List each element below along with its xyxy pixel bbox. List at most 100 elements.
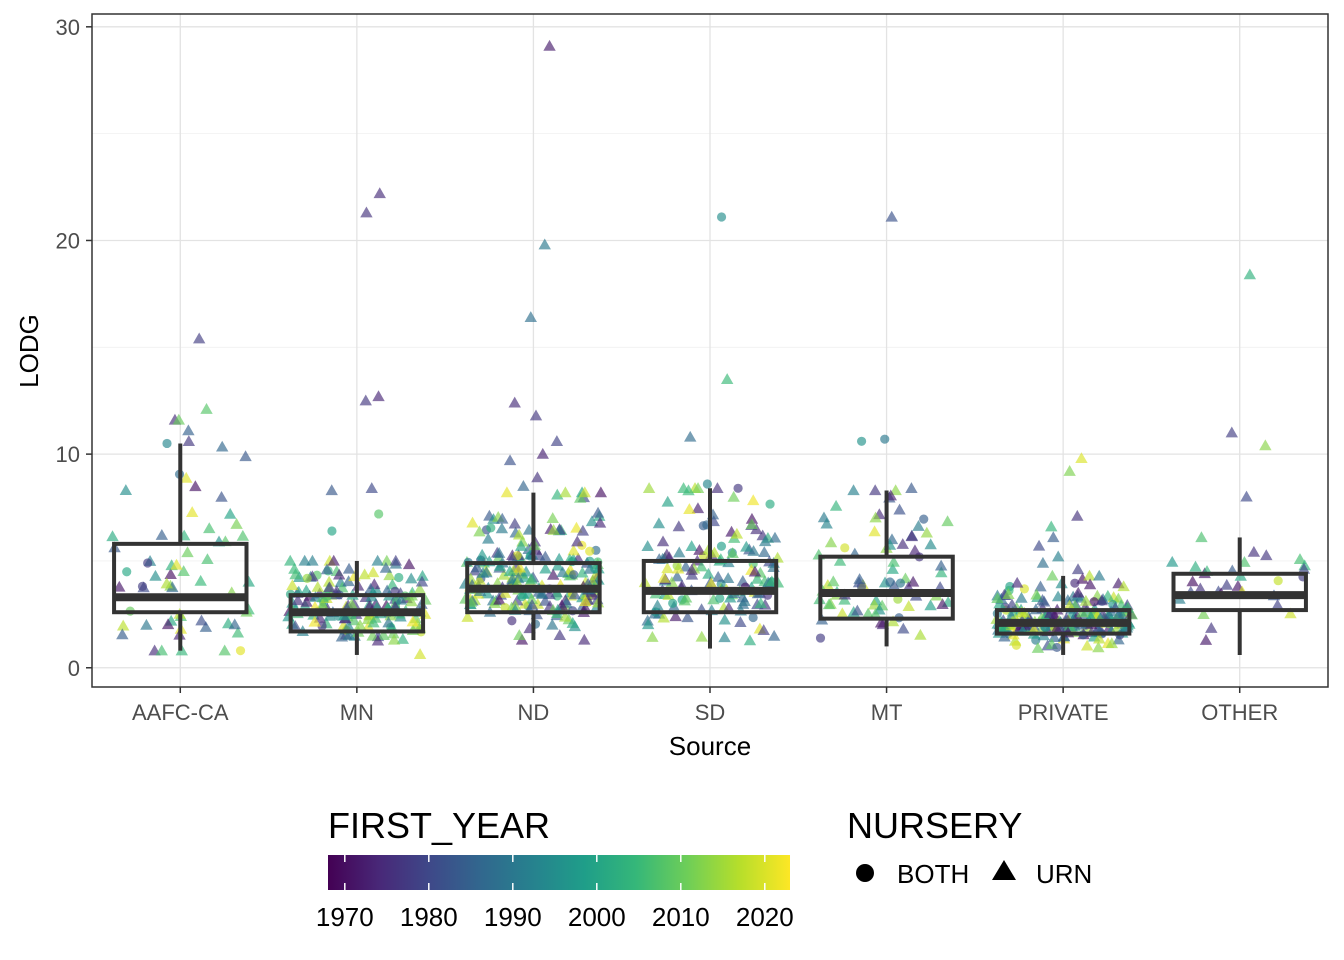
data-point — [189, 480, 202, 492]
data-point — [1220, 578, 1233, 590]
data-point — [677, 482, 690, 493]
outlier-point — [529, 409, 543, 421]
data-point — [705, 577, 718, 589]
data-point — [539, 562, 552, 574]
data-point — [466, 516, 479, 528]
data-point — [517, 591, 527, 602]
data-point — [672, 520, 685, 532]
outlier-point — [524, 311, 537, 323]
data-point — [525, 572, 538, 584]
data-point — [718, 613, 731, 625]
data-point — [757, 624, 770, 636]
data-point — [416, 569, 429, 581]
data-point — [702, 567, 715, 579]
legend-label-both: BOTH — [897, 859, 969, 889]
x-tick-label: OTHER — [1201, 700, 1278, 725]
shape-legend: NURSERY BOTH URN — [847, 805, 1092, 889]
data-point — [851, 604, 864, 616]
box-sd — [641, 558, 779, 615]
data-point — [585, 515, 599, 527]
data-point — [887, 555, 900, 567]
color-tick-label: 2010 — [652, 902, 710, 932]
data-point — [199, 621, 213, 632]
data-point — [1260, 549, 1273, 561]
data-point — [1030, 588, 1043, 600]
data-point — [508, 517, 522, 529]
data-point — [668, 598, 678, 608]
data-point — [691, 502, 705, 514]
data-point — [342, 562, 356, 574]
outlier-point — [1063, 465, 1076, 476]
data-point — [722, 601, 735, 613]
data-point — [506, 552, 519, 564]
data-point — [1271, 598, 1284, 610]
color-tick-label: 1990 — [484, 902, 542, 932]
data-point — [1083, 569, 1096, 581]
y-axis-title: LODG — [14, 314, 44, 388]
data-point — [646, 630, 659, 642]
data-point — [836, 607, 849, 619]
color-legend: FIRST_YEAR 1970 1980 1990 2000 2010 2020 — [316, 805, 794, 932]
data-point — [137, 581, 148, 592]
data-point — [366, 629, 379, 641]
data-point — [382, 616, 395, 628]
data-point — [353, 619, 367, 630]
data-point — [546, 618, 559, 630]
data-point — [920, 526, 934, 538]
data-point — [215, 490, 228, 502]
data-point — [1273, 576, 1283, 586]
data-point — [122, 567, 132, 577]
legend-label-urn: URN — [1036, 859, 1092, 889]
data-point — [824, 536, 838, 548]
outlier-point — [182, 424, 195, 436]
color-tick-label: 1970 — [316, 902, 374, 932]
data-point — [566, 616, 579, 628]
data-point — [181, 546, 194, 558]
data-point — [1080, 639, 1094, 651]
data-point — [1093, 569, 1106, 581]
data-point — [747, 494, 760, 506]
data-point — [332, 568, 346, 580]
outlier-point — [503, 454, 517, 466]
x-tick-label: SD — [695, 700, 726, 725]
data-point — [482, 532, 495, 544]
x-axis: AAFC-CA MN ND SD MT PRIVATE OTHER — [132, 687, 1278, 725]
data-point — [500, 602, 510, 613]
data-point — [218, 644, 231, 656]
y-tick-label: 20 — [56, 228, 80, 253]
outlier-point — [550, 435, 564, 446]
data-point — [1079, 594, 1093, 606]
data-point — [840, 543, 850, 553]
color-tick-label: 2000 — [568, 902, 626, 932]
data-point — [493, 559, 507, 571]
data-point — [747, 545, 760, 556]
data-point — [642, 482, 656, 493]
x-axis-title: Source — [669, 731, 751, 761]
data-point — [869, 511, 882, 523]
data-point — [691, 482, 705, 493]
data-point — [578, 633, 591, 645]
data-point — [1002, 588, 1015, 600]
data-point — [406, 615, 419, 627]
color-tick-label: 1980 — [400, 902, 458, 932]
data-point — [868, 484, 882, 496]
data-point — [371, 634, 385, 646]
data-point — [552, 591, 562, 601]
outlier-point — [684, 430, 697, 442]
data-point — [514, 539, 528, 551]
data-point — [897, 622, 910, 634]
data-point — [868, 598, 881, 610]
data-point — [1105, 637, 1119, 649]
data-point — [116, 619, 130, 631]
data-point — [591, 506, 605, 518]
data-point — [402, 558, 416, 570]
data-point — [568, 588, 582, 600]
data-point — [1166, 555, 1179, 567]
data-point — [476, 566, 490, 578]
data-point — [887, 579, 901, 591]
data-point — [288, 562, 301, 574]
data-point — [758, 546, 771, 557]
data-point — [886, 615, 900, 627]
data-point — [195, 614, 208, 626]
data-point — [715, 593, 725, 604]
